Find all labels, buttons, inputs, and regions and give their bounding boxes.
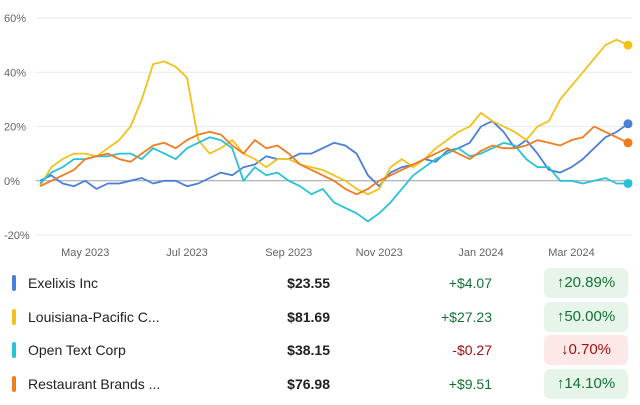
series-swatch bbox=[12, 308, 16, 325]
y-tick-label: -20% bbox=[4, 230, 30, 242]
table-row: Open Text Corp $38.15 -$0.27 ↓0.70% bbox=[0, 335, 640, 365]
series-swatch bbox=[12, 342, 16, 358]
x-tick-label: May 2023 bbox=[61, 247, 109, 259]
chart: -20% 0% 20% 40% 60% May 2023 Jul 2023 Sep 2023 N… bbox=[4, 13, 633, 259]
price-change: +$9.51 bbox=[448, 375, 492, 392]
y-tick-label: 40% bbox=[4, 67, 26, 79]
price-change: +$27.23 bbox=[441, 308, 492, 325]
stock-price: $23.55 bbox=[287, 275, 330, 291]
x-tick-label: Nov 2023 bbox=[356, 247, 403, 259]
y-tick-label: 60% bbox=[4, 13, 26, 25]
end-point bbox=[623, 138, 633, 148]
series-swatch bbox=[12, 375, 16, 392]
table-row: Exelixis Inc $23.55 +$4.07 ↑20.89% bbox=[0, 268, 640, 298]
series-swatch bbox=[12, 275, 16, 291]
stock-price: $38.15 bbox=[287, 342, 330, 358]
y-tick-label: 0% bbox=[4, 176, 20, 188]
stock-name: Restaurant Brands ... bbox=[28, 375, 161, 392]
series-line bbox=[39, 120, 629, 190]
x-tick-label: Jan 2024 bbox=[458, 247, 503, 259]
end-point bbox=[623, 40, 633, 50]
table-row: Louisiana-Pacific C... $81.69 +$27.23 ↑50.0… bbox=[0, 301, 640, 332]
table-row: Restaurant Brands ... $76.98 +$9.51 ↑14.10% bbox=[0, 368, 640, 399]
x-tick-label: Mar 2024 bbox=[548, 247, 594, 259]
price-change: +$4.07 bbox=[448, 275, 492, 291]
series-line bbox=[39, 136, 628, 223]
percent-change: ↑20.89% bbox=[544, 268, 628, 298]
x-tick-label: Sep 2023 bbox=[265, 247, 312, 259]
percent-change: ↑14.10% bbox=[544, 368, 628, 399]
stock-name: Open Text Corp bbox=[28, 342, 126, 358]
price-change: -$0.27 bbox=[452, 342, 492, 358]
percent-change: ↓0.70% bbox=[544, 335, 628, 365]
stock-name: Louisiana-Pacific C... bbox=[28, 308, 160, 325]
stock-price: $76.98 bbox=[287, 375, 330, 392]
percent-change: ↑50.00% bbox=[544, 301, 628, 332]
end-point bbox=[623, 178, 633, 188]
end-point bbox=[623, 119, 633, 129]
series-line bbox=[39, 38, 629, 196]
stock-name: Exelixis Inc bbox=[28, 275, 99, 291]
x-tick-label: Jul 2023 bbox=[166, 247, 208, 259]
stock-price: $81.69 bbox=[287, 308, 330, 325]
series-line bbox=[39, 125, 629, 196]
y-tick-label: 20% bbox=[4, 122, 26, 134]
